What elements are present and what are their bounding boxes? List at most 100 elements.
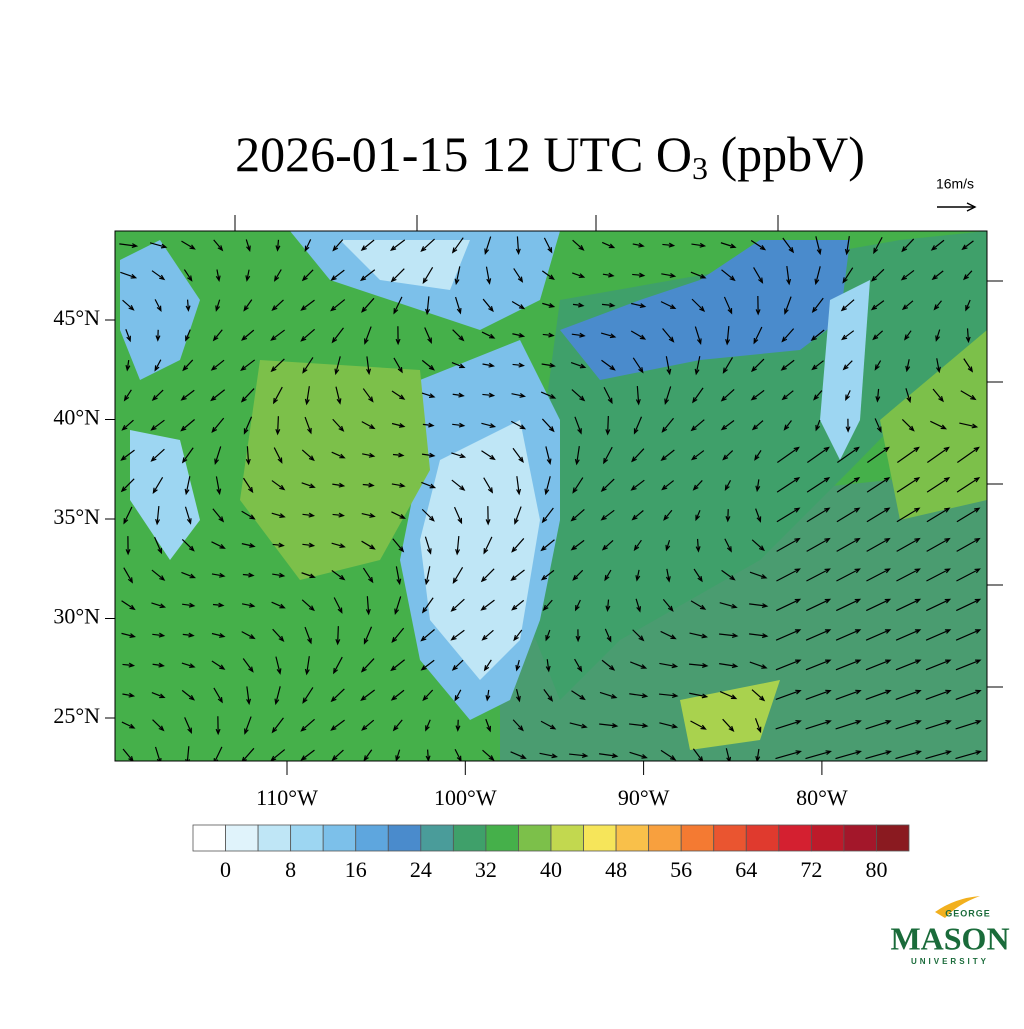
wind-arrow: [480, 568, 495, 583]
wind-arrow: [956, 507, 981, 523]
wind-arrow: [925, 629, 952, 641]
wind-arrow: [362, 482, 375, 488]
wind-arrow: [273, 269, 282, 282]
wind-arrow: [776, 507, 801, 523]
wind-arrow: [215, 716, 221, 736]
colorbar-label: 72: [800, 857, 822, 882]
wind-arrow: [363, 749, 373, 761]
wind-arrow: [751, 420, 764, 431]
wind-arrow: [836, 568, 861, 582]
wind-arrow: [485, 689, 491, 702]
colorbar-label: 48: [605, 857, 627, 882]
wind-arrow: [806, 568, 831, 582]
wind-arrow: [659, 722, 679, 729]
wind-arrow: [154, 746, 162, 761]
wind-arrow: [270, 358, 285, 373]
wind-arrow: [245, 239, 251, 252]
wind-arrow: [750, 240, 767, 251]
wind-arrow: [304, 386, 310, 406]
wind-arrow: [600, 509, 615, 521]
wind-arrow: [119, 243, 139, 249]
wind-arrow: [421, 597, 434, 614]
wind-arrow: [836, 537, 861, 552]
wind-arrow: [275, 656, 282, 675]
wind-arrow: [241, 631, 256, 640]
wind-arrow: [395, 749, 401, 761]
wind-arrow: [786, 266, 792, 286]
wind-arrow: [835, 659, 862, 671]
wind-arrow: [542, 302, 556, 308]
wind-arrow: [542, 332, 555, 338]
wind-arrow: [570, 362, 587, 369]
wind-arrow: [895, 689, 922, 700]
wind-arrow: [750, 358, 765, 373]
wind-arrow: [749, 633, 769, 639]
wind-arrow: [635, 598, 642, 613]
wind-arrow: [510, 751, 527, 759]
wind-arrow: [599, 723, 619, 729]
wind-arrow: [300, 718, 315, 732]
colorbar-label: 16: [345, 857, 367, 882]
wind-arrow: [895, 719, 922, 730]
wind-arrow: [421, 481, 437, 489]
wind-arrow: [600, 332, 617, 339]
wind-arrow: [511, 392, 526, 398]
wind-arrow: [896, 477, 921, 493]
wind-arrow: [571, 332, 586, 338]
wind-arrow: [481, 422, 497, 429]
wind-arrow: [870, 300, 885, 311]
wind-arrow: [361, 719, 375, 731]
wind-arrow: [154, 536, 163, 555]
wind-arrow: [570, 509, 585, 522]
wind-arrow: [330, 688, 345, 703]
wind-arrow: [245, 269, 251, 282]
wind-arrow: [543, 689, 554, 702]
wind-arrow: [811, 360, 824, 371]
wind-arrow: [483, 536, 493, 555]
wind-arrow: [120, 271, 138, 279]
wind-arrow: [601, 539, 614, 551]
wind-arrow: [750, 389, 765, 401]
wind-arrow: [601, 302, 616, 308]
wind-arrow: [776, 598, 802, 612]
colorbar-swatch: [648, 824, 682, 852]
wind-arrow: [900, 269, 915, 281]
wind-arrow: [905, 359, 911, 373]
wind-arrow: [154, 359, 162, 372]
wind-arrow: [690, 271, 707, 279]
wind-arrow: [392, 452, 405, 458]
wind-arrow: [391, 422, 406, 428]
wind-arrow: [122, 662, 136, 668]
wind-arrow: [689, 632, 708, 639]
wind-arrow: [121, 419, 134, 431]
colorbar-swatch: [452, 824, 487, 852]
wind-arrow: [901, 419, 915, 432]
wind-arrow: [813, 390, 823, 401]
wind-arrow: [272, 572, 286, 578]
lon-label: 110°W: [256, 785, 318, 810]
wind-arrow: [450, 598, 465, 612]
wind-arrow: [302, 687, 314, 704]
wind-arrow: [454, 266, 461, 286]
wind-arrow: [835, 719, 862, 730]
wind-reference-label: 16m/s: [936, 176, 974, 192]
wind-arrow: [394, 596, 402, 616]
wind-arrow: [540, 569, 555, 581]
wind-arrow: [782, 237, 795, 254]
wind-arrow: [775, 750, 802, 760]
colorbar-swatch: [876, 824, 910, 852]
wind-arrow: [963, 358, 974, 373]
wind-arrow: [662, 242, 676, 248]
wind-arrow: [935, 329, 941, 342]
wind-arrow: [152, 719, 165, 732]
wind-arrow: [689, 662, 709, 668]
wind-arrow: [184, 476, 191, 496]
wind-arrow: [362, 388, 374, 403]
wind-arrow: [866, 537, 891, 552]
wind-arrow: [420, 659, 435, 671]
wind-arrow: [690, 720, 707, 730]
wind-arrow: [725, 325, 731, 346]
colorbar-label: 0: [220, 857, 231, 882]
wind-arrow: [215, 299, 221, 312]
wind-arrow: [184, 506, 192, 525]
